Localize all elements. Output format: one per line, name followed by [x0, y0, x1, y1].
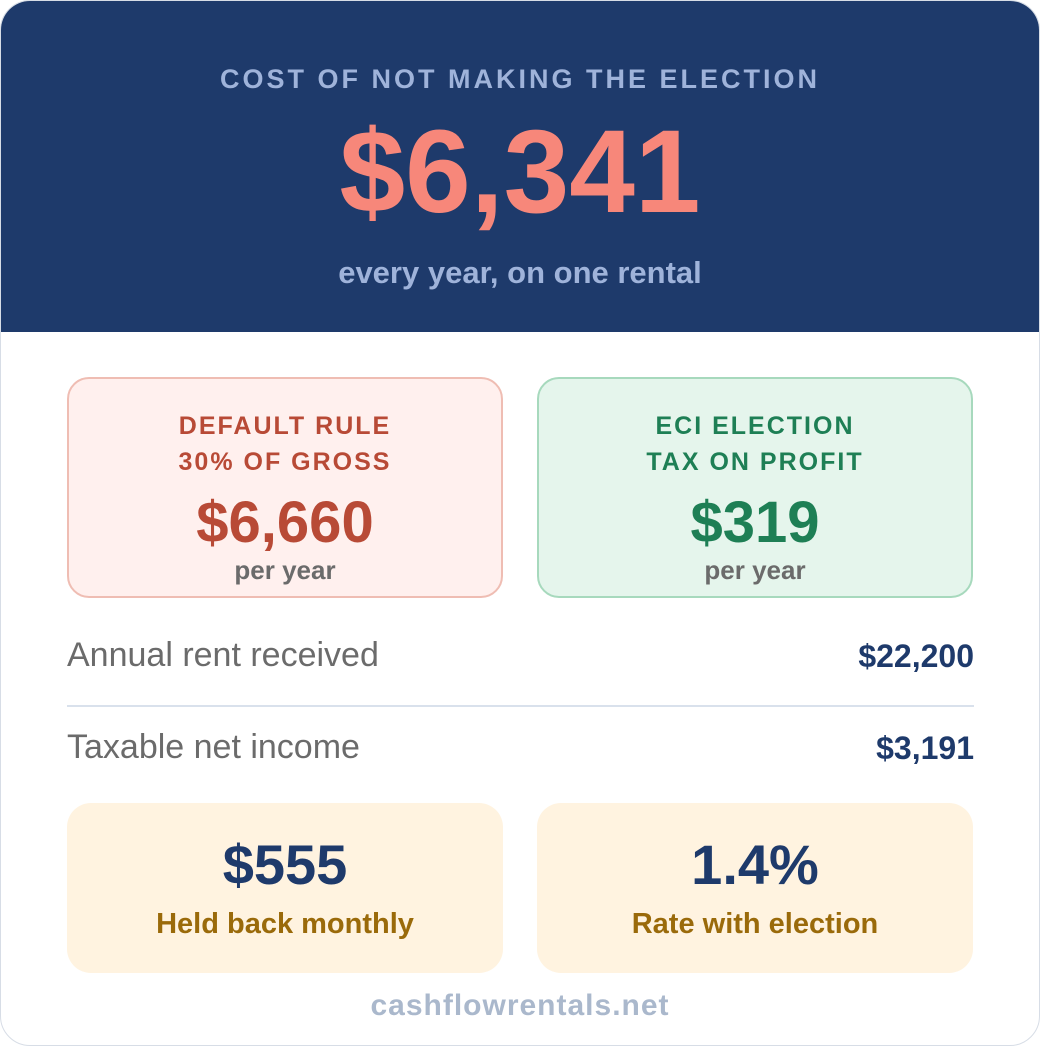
default-rule-label-line1: DEFAULT RULE	[178, 412, 392, 440]
eci-election-box: ECI ELECTION TAX ON PROFIT $319 per year	[537, 377, 973, 598]
eci-election-label: ECI ELECTION TAX ON PROFIT	[539, 408, 971, 480]
row-divider	[67, 705, 974, 707]
election-rate-stat: 1.4% Rate with election	[537, 803, 973, 973]
monthly-holdback-caption: Held back monthly	[156, 908, 414, 940]
election-rate-value: 1.4%	[691, 833, 819, 896]
taxable-income-row: Taxable net income $3,191	[67, 728, 974, 778]
annual-rent-label: Annual rent received	[67, 636, 379, 674]
annual-rent-value: $22,200	[858, 638, 974, 674]
eci-election-label-line1: ECI ELECTION	[655, 412, 855, 440]
eci-election-amount: $319	[690, 490, 820, 555]
taxable-income-value: $3,191	[876, 730, 974, 766]
hero-subtitle: every year, on one rental	[338, 255, 702, 290]
default-rule-box: DEFAULT RULE 30% OF GROSS $6,660 per yea…	[67, 377, 503, 598]
default-rule-amount: $6,660	[196, 490, 374, 555]
hero-banner: COST OF NOT MAKING THE ELECTION $6,341 e…	[1, 1, 1039, 332]
monthly-holdback-value: $555	[222, 833, 348, 896]
taxable-income-label: Taxable net income	[67, 728, 360, 766]
eci-election-period: per year	[704, 555, 806, 585]
annual-rent-row: Annual rent received $22,200	[67, 636, 974, 686]
eci-election-label-line2: TAX ON PROFIT	[646, 448, 864, 476]
hero-amount: $6,341	[339, 106, 701, 238]
default-rule-label: DEFAULT RULE 30% OF GROSS	[69, 408, 501, 480]
hero-title: COST OF NOT MAKING THE ELECTION	[220, 64, 820, 94]
election-rate-caption: Rate with election	[631, 908, 879, 940]
default-rule-period: per year	[234, 555, 336, 585]
monthly-holdback-stat: $555 Held back monthly	[67, 803, 503, 973]
footer-site-url: cashflowrentals.net	[370, 989, 670, 1022]
default-rule-label-line2: 30% OF GROSS	[178, 448, 392, 476]
